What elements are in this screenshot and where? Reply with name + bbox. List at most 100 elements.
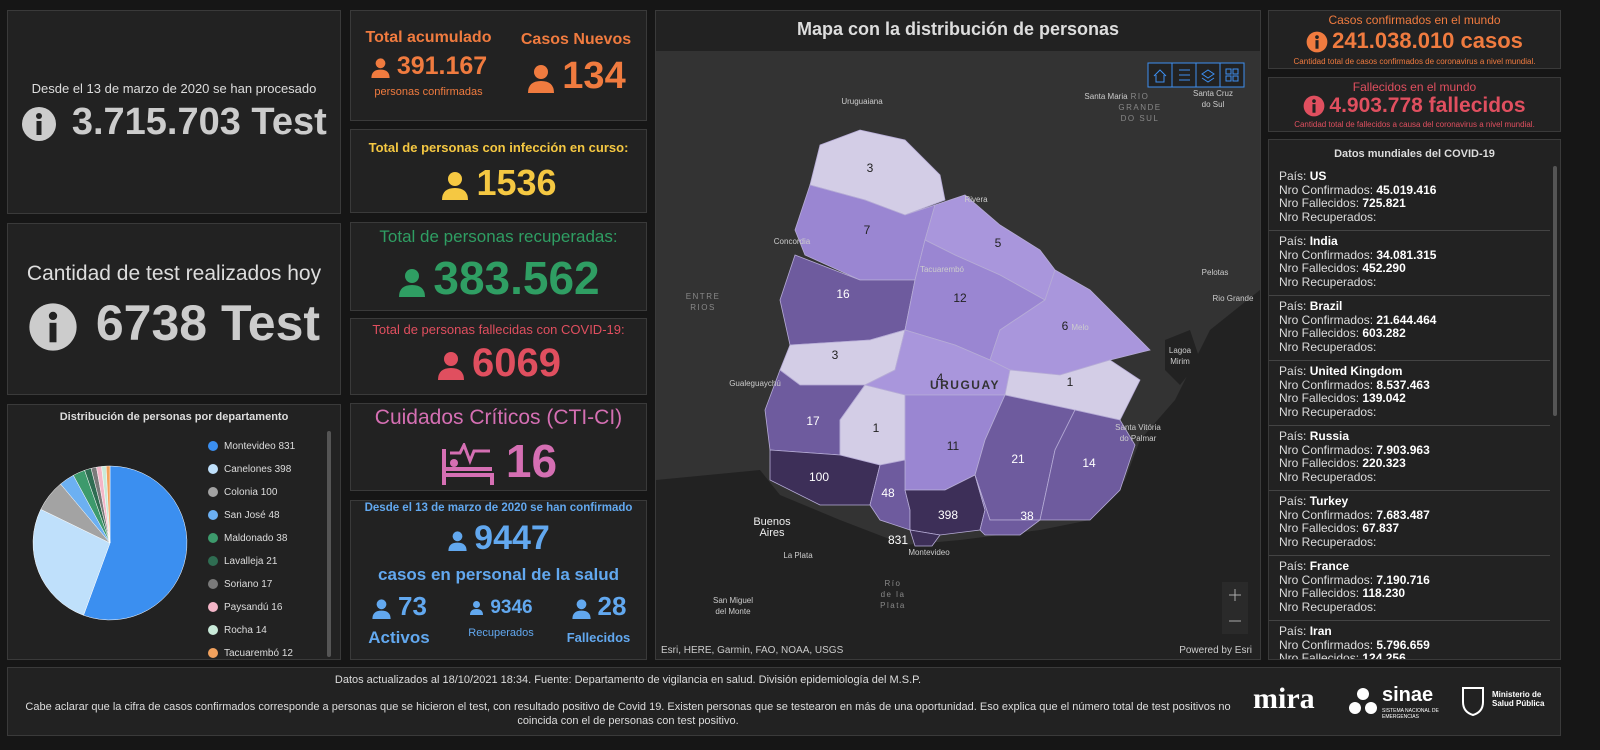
country-field: País: Turkey [1279, 494, 1540, 509]
department-count: 12 [953, 291, 967, 305]
legend-swatch [208, 579, 218, 590]
country-entry: País: Iran Nro Confirmados: 5.796.659 Nro … [1269, 621, 1550, 659]
legend-swatch [208, 648, 218, 659]
field-value: 21.644.464 [1376, 312, 1437, 327]
country-entry: País: Russia Nro Confirmados: 7.903.963 Nr… [1269, 426, 1550, 491]
legend-value: 16 [271, 602, 283, 613]
legend-swatch [208, 487, 218, 498]
tests-total-value: 3.715.703 Test [71, 101, 327, 143]
place-label: Melo [1071, 323, 1089, 332]
legend-name: Soriano [224, 579, 259, 590]
country-field: Nro Fallecidos: 725.821 [1279, 196, 1540, 211]
legend-item: Canelones 398 [208, 464, 291, 475]
recovered-value: 383.562 [433, 252, 600, 304]
field-label: Nro Fallecidos: [1279, 586, 1360, 600]
staff-active-value: 73 [398, 591, 427, 621]
person-icon [526, 55, 562, 97]
tests-total-panel: Desde el 13 de marzo de 2020 se han proc… [7, 10, 341, 214]
department-count: 1 [873, 421, 880, 435]
country-field: País: India [1279, 234, 1540, 249]
info-dot [48, 311, 58, 320]
country-entry: País: India Nro Confirmados: 34.081.315 Nr… [1269, 231, 1550, 296]
country-field: Nro Fallecidos: 124.256 [1279, 651, 1540, 659]
place-label: Rivera [964, 195, 988, 204]
bed-head [449, 458, 458, 467]
legend-button[interactable] [1171, 62, 1197, 88]
person-body [438, 368, 464, 381]
department-count: 48 [881, 486, 895, 500]
sinae-icon [1349, 688, 1377, 714]
legend-value: 48 [268, 510, 280, 521]
world-cases-row: 241.038.010 casos [1269, 28, 1560, 54]
legend-swatch [208, 533, 218, 544]
place-label: Santa Maria [1084, 92, 1128, 101]
place-label: GRANDE [1118, 103, 1161, 112]
person-head [405, 268, 420, 283]
department-count: 3 [867, 161, 874, 175]
person-icon [371, 591, 398, 621]
field-value: India [1309, 234, 1338, 248]
field-label: Nro Recuperados: [1279, 469, 1377, 484]
field-label: País: [1279, 169, 1307, 183]
field-label: Nro Fallecidos: [1279, 391, 1360, 405]
legend-swatch [208, 510, 218, 521]
country-field: Nro Fallecidos: 452.290 [1279, 261, 1540, 276]
department-count: 6 [1062, 319, 1069, 333]
bed-frame [441, 448, 494, 485]
home-button[interactable] [1147, 62, 1173, 88]
place-label: Buenos [753, 516, 791, 528]
footer: Datos actualizados al 18/10/2021 18:34. … [7, 667, 1561, 736]
tests-today-label: Cantidad de test realizados hoy [26, 262, 322, 285]
info-icon [1303, 94, 1329, 117]
logo-mira: mira [1253, 682, 1315, 715]
department-count: 4 [937, 371, 944, 385]
legend-value: 38 [276, 533, 288, 544]
staff-active-row: 73 [359, 591, 439, 622]
place-label: del Monte [715, 607, 751, 616]
person-glyph [448, 530, 467, 551]
field-label: País: [1279, 429, 1307, 443]
person-glyph [571, 599, 591, 619]
new-cases-label: Casos Nuevos [520, 31, 632, 48]
country-entry: País: Turkey Nro Confirmados: 7.683.487 Nr… [1269, 491, 1550, 556]
world-cases-panel: Casos confirmados en el mundo 241.038.01… [1268, 10, 1561, 69]
place-label: Santa Cruz [1193, 89, 1233, 98]
place-label: do Sul [1202, 100, 1225, 109]
legend-name: Canelones [224, 464, 272, 475]
field-value: 725.821 [1362, 196, 1406, 210]
department-count: 14 [1082, 456, 1096, 470]
world-list: País: US Nro Confirmados: 45.019.416 Nro F… [1269, 166, 1550, 659]
qr-button[interactable] [1219, 62, 1245, 88]
cumulative-label: Total acumulado [365, 29, 492, 46]
world-deaths-panel: Fallecidos en el mundo 4.903.778 falleci… [1268, 77, 1561, 132]
field-label: Nro Confirmados: [1279, 637, 1374, 652]
bed-glyph [441, 442, 494, 485]
field-value: 34.081.315 [1376, 247, 1437, 262]
world-cases-value: 241.038.010 casos [1332, 28, 1523, 53]
person-head [576, 599, 586, 609]
cumulative-panel: Total acumulado 391.167 personas confirm… [350, 10, 647, 121]
field-label: Nro Recuperados: [1279, 274, 1377, 289]
country-field: País: Russia [1279, 429, 1540, 444]
world-deaths-row: 4.903.778 fallecidos [1269, 94, 1560, 118]
field-label: Nro Confirmados: [1279, 507, 1374, 522]
info-bar [36, 120, 42, 135]
field-label: Nro Fallecidos: [1279, 261, 1360, 275]
legend-item: Paysandú 16 [208, 602, 282, 613]
person-body [571, 610, 591, 619]
active-row: 1536 [351, 162, 646, 204]
field-value: Russia [1309, 429, 1350, 443]
field-value: US [1309, 169, 1327, 183]
legend-value: 21 [266, 556, 278, 567]
department-count: 100 [809, 470, 829, 484]
map-powered-by: Powered by Esri [1179, 645, 1252, 656]
legend-value: 17 [261, 579, 273, 590]
info-icon [1306, 28, 1332, 53]
person-glyph [528, 64, 555, 93]
layers-button[interactable] [1195, 62, 1221, 88]
place-label: Río [885, 579, 902, 588]
pie-slice [105, 465, 111, 544]
field-label: Nro Recuperados: [1279, 339, 1377, 354]
logo-sinae-sub: SISTEMA NACIONAL DE EMERGENCIAS [1382, 708, 1439, 720]
